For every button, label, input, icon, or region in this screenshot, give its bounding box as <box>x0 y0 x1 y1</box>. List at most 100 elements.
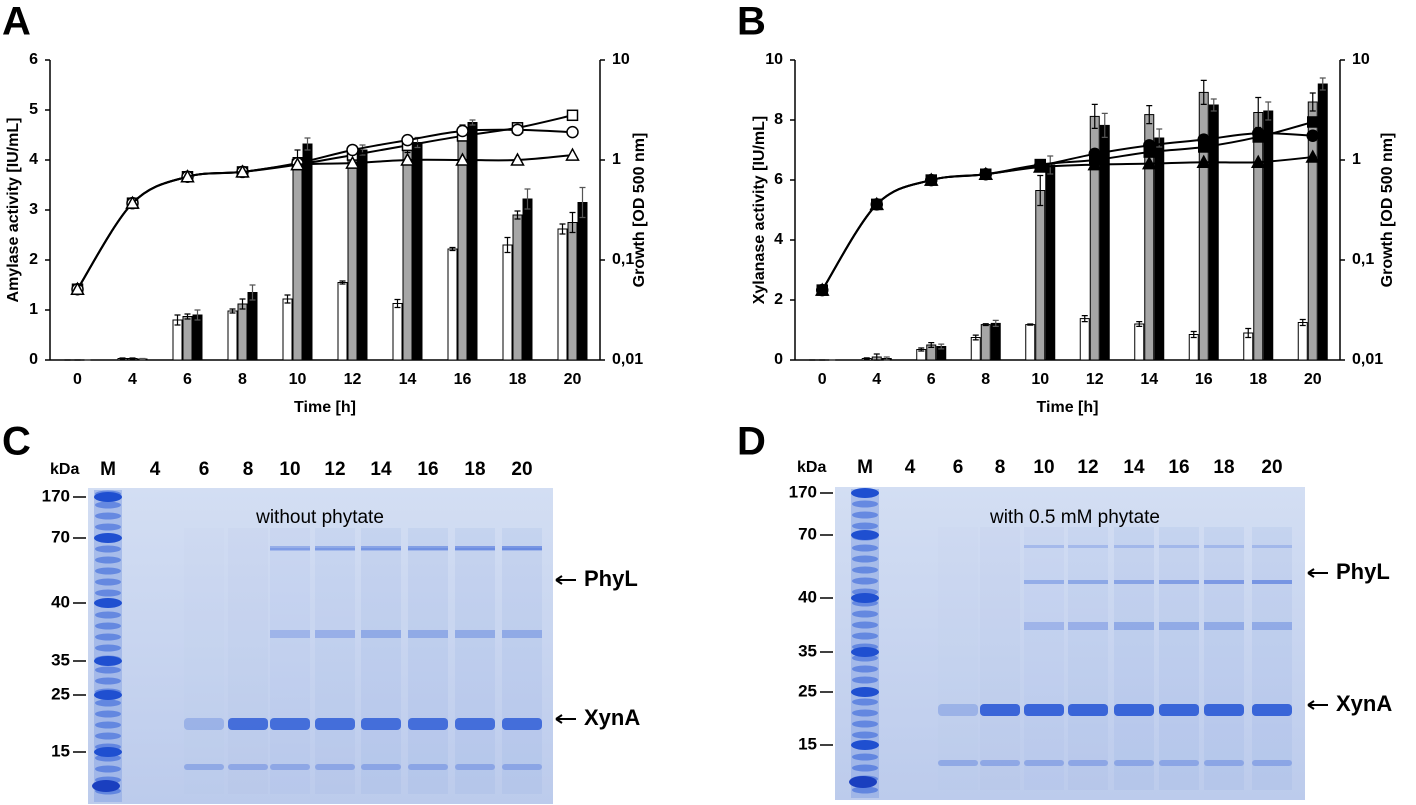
gel <box>88 488 553 804</box>
bar <box>512 214 523 361</box>
marker-circle <box>1252 127 1265 140</box>
marker-circle <box>346 143 359 157</box>
x-tick-label: 20 <box>564 371 582 388</box>
ladder-band <box>852 676 878 684</box>
lane-smear <box>184 528 224 794</box>
growth-line <box>821 156 1313 291</box>
error-bar <box>1299 318 1306 327</box>
marker-circle <box>566 125 579 139</box>
phyl-band <box>1068 580 1108 584</box>
band-35 <box>270 630 310 638</box>
lane-smear <box>1024 527 1064 790</box>
bar <box>447 248 458 361</box>
bar <box>1079 318 1090 361</box>
ladder-band <box>852 698 878 706</box>
arrow-label: XynA <box>1336 691 1392 716</box>
x-tick-label: 8 <box>981 371 990 388</box>
marker-circle <box>1143 139 1156 152</box>
arrow <box>1307 700 1328 710</box>
lane-smear <box>1068 527 1108 790</box>
phyl-band <box>1204 580 1244 584</box>
xyna-band <box>1159 704 1199 716</box>
y-tick-label: 2 <box>774 291 783 308</box>
band-70 <box>270 548 310 551</box>
error-bar <box>514 210 521 220</box>
growth-line <box>76 114 573 290</box>
low-band <box>1114 760 1154 766</box>
arrow-label: XynA <box>584 705 640 730</box>
x-tick-label: 8 <box>238 371 247 388</box>
y2-tick-label: 1 <box>1352 151 1361 168</box>
arrow <box>1307 568 1328 578</box>
y2-tick-label: 10 <box>612 51 630 68</box>
bar <box>980 324 991 361</box>
gel-annotation: without phytate <box>255 507 384 528</box>
error-bar <box>284 294 291 304</box>
bar <box>247 292 258 361</box>
bar <box>1188 334 1199 361</box>
low-band <box>1024 760 1064 766</box>
lane-label: M <box>857 457 873 478</box>
band-35 <box>1159 622 1199 630</box>
y-tick-label: 10 <box>765 51 783 68</box>
ladder-band <box>92 780 120 792</box>
x-tick-label: 0 <box>73 371 82 388</box>
panel-label: C <box>2 420 31 464</box>
x-tick-label: 12 <box>1086 371 1104 388</box>
marker-triangle <box>1087 157 1103 171</box>
error-bar <box>229 308 236 314</box>
error-bar <box>579 186 586 219</box>
marker-size-label: 25 <box>51 684 70 703</box>
ladder-band <box>94 533 122 543</box>
y2-tick-label: 0,01 <box>1352 351 1383 368</box>
y-tick-label: 1 <box>29 301 38 318</box>
phyl-band <box>408 546 448 550</box>
x-tick-label: 18 <box>1249 371 1267 388</box>
phyl-band <box>361 546 401 550</box>
marker-circle <box>456 124 469 138</box>
band-70 <box>1114 545 1154 548</box>
low-band <box>228 764 268 770</box>
y2-tick-label: 0,1 <box>1352 251 1374 268</box>
x-tick-label: 10 <box>1031 371 1049 388</box>
xyna-band <box>1252 704 1292 716</box>
xyna-band <box>184 718 224 730</box>
marker-triangle <box>510 152 525 166</box>
y-tick-label: 0 <box>774 351 783 368</box>
phyl-band <box>315 546 355 550</box>
ladder-band <box>849 776 877 788</box>
lane-smear <box>361 528 401 794</box>
lane-smear <box>502 528 542 794</box>
ladder-band <box>95 666 121 674</box>
bar <box>292 157 303 361</box>
ladder-band <box>852 632 878 640</box>
bar <box>1035 190 1046 361</box>
marker-size-label: 40 <box>51 592 70 611</box>
error-bar <box>239 298 246 310</box>
y2-tick-label: 10 <box>1352 51 1370 68</box>
error-bar <box>1245 327 1252 339</box>
bar <box>227 310 238 361</box>
low-band <box>1159 760 1199 766</box>
lane-smear <box>315 528 355 794</box>
band-35 <box>1252 622 1292 630</box>
x-tick-label: 20 <box>1304 371 1322 388</box>
marker-circle <box>511 123 524 137</box>
lane-label: 20 <box>1261 457 1282 478</box>
ladder-band <box>94 656 122 666</box>
ladder-band <box>94 598 122 608</box>
ladder-band <box>852 621 878 629</box>
lane-label: 16 <box>417 459 438 480</box>
y2-axis-label: Growth [OD 500 nm] <box>1379 133 1396 288</box>
xyna-band <box>980 704 1020 716</box>
bar <box>1263 110 1274 361</box>
lane-smear <box>228 528 268 794</box>
phyl-band <box>270 546 310 550</box>
bar <box>237 303 248 361</box>
lane-smear <box>1159 527 1199 790</box>
panel-label: B <box>737 0 766 44</box>
bar <box>172 319 183 361</box>
growth-line <box>821 132 1313 291</box>
low-band <box>1068 760 1108 766</box>
lane-smear <box>1204 527 1244 790</box>
